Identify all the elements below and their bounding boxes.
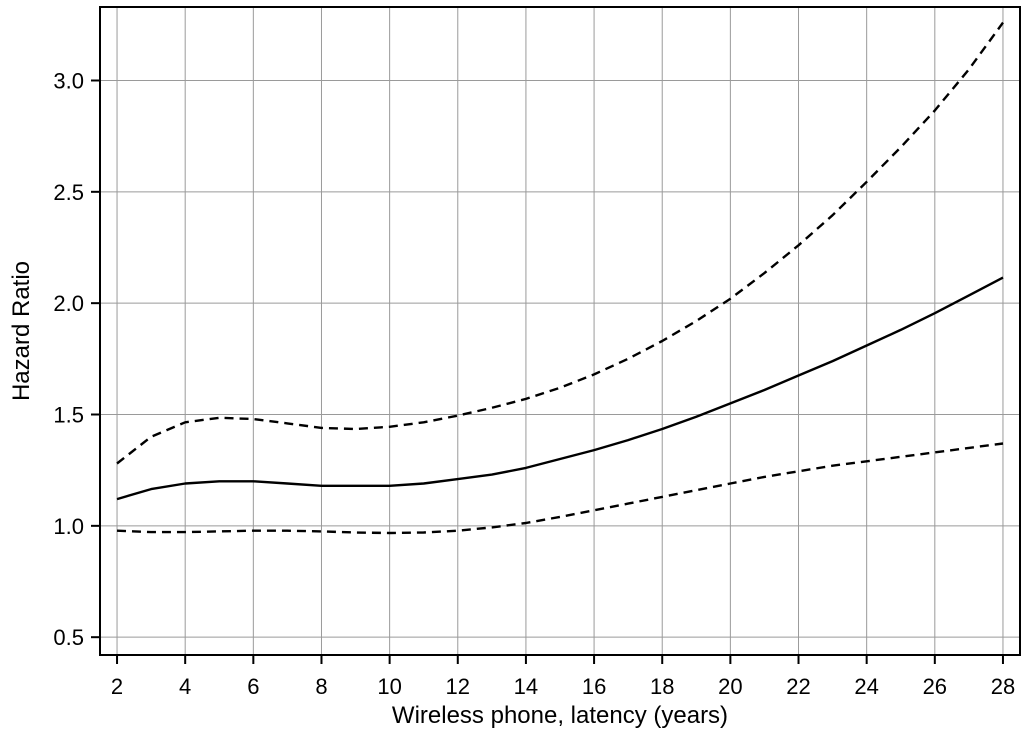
y-tick-label: 3.0: [53, 68, 84, 93]
y-tick-label: 2.0: [53, 291, 84, 316]
x-tick-label: 2: [111, 674, 123, 699]
series-lines: [116, 21, 1004, 535]
x-tick-label: 20: [718, 674, 742, 699]
x-tick-label: 22: [786, 674, 810, 699]
x-tick-label: 6: [247, 674, 259, 699]
plot-frame: [99, 6, 1021, 656]
x-axis-label: Wireless phone, latency (years): [392, 702, 728, 729]
estimate-line: [116, 276, 1004, 501]
y-tick-label: 1.5: [53, 403, 84, 428]
x-axis: 2 4 6 8 10 12 14 16 18 20 22 24 26 28: [111, 655, 1015, 699]
y-axis-label: Hazard Ratio: [8, 261, 35, 401]
x-tick-label: 26: [923, 674, 947, 699]
x-tick-label: 24: [854, 674, 878, 699]
x-tick-label: 28: [991, 674, 1015, 699]
grid: [100, 7, 1020, 655]
y-tick-label: 1.0: [53, 514, 84, 539]
y-axis: 0.5 1.0 1.5 2.0 2.5 3.0: [53, 68, 100, 650]
x-tick-label: 18: [650, 674, 674, 699]
confidence-bound-line: [116, 442, 1004, 535]
x-tick-label: 14: [514, 674, 538, 699]
x-tick-label: 8: [315, 674, 327, 699]
x-tick-label: 4: [179, 674, 191, 699]
y-tick-label: 0.5: [53, 625, 84, 650]
confidence-bound-line: [116, 21, 1004, 465]
x-tick-label: 16: [582, 674, 606, 699]
x-tick-label: 12: [446, 674, 470, 699]
y-tick-label: 2.5: [53, 180, 84, 205]
x-tick-label: 10: [377, 674, 401, 699]
